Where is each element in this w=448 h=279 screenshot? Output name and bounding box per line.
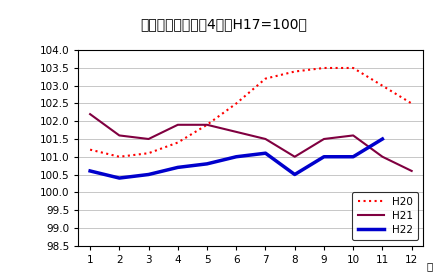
- H20: [350, 66, 356, 70]
- H20: [146, 151, 151, 155]
- H21: [175, 123, 181, 126]
- H22: [263, 151, 268, 155]
- H20: [380, 84, 385, 87]
- H22: [116, 176, 122, 180]
- H20: [233, 102, 239, 105]
- H22: [292, 173, 297, 176]
- Line: H22: H22: [90, 139, 383, 178]
- H20: [87, 148, 93, 151]
- H21: [87, 112, 93, 116]
- Text: 総合指数の動き　4市（H17=100）: 総合指数の動き 4市（H17=100）: [141, 17, 307, 31]
- H22: [321, 155, 327, 158]
- H20: [263, 77, 268, 80]
- H21: [116, 134, 122, 137]
- H21: [263, 137, 268, 141]
- H21: [204, 123, 210, 126]
- H20: [175, 141, 181, 144]
- H21: [321, 137, 327, 141]
- Line: H20: H20: [90, 68, 412, 157]
- H22: [380, 137, 385, 141]
- H22: [204, 162, 210, 165]
- H20: [204, 123, 210, 126]
- H21: [380, 155, 385, 158]
- H21: [350, 134, 356, 137]
- H22: [233, 155, 239, 158]
- Line: H21: H21: [90, 114, 412, 171]
- H22: [175, 166, 181, 169]
- H20: [116, 155, 122, 158]
- H22: [146, 173, 151, 176]
- H21: [292, 155, 297, 158]
- H20: [292, 70, 297, 73]
- H20: [409, 102, 414, 105]
- H20: [321, 66, 327, 70]
- Legend: H20, H21, H22: H20, H21, H22: [353, 192, 418, 240]
- Text: 月: 月: [427, 261, 433, 271]
- H22: [350, 155, 356, 158]
- H21: [409, 169, 414, 173]
- H21: [233, 130, 239, 134]
- H22: [87, 169, 93, 173]
- H21: [146, 137, 151, 141]
